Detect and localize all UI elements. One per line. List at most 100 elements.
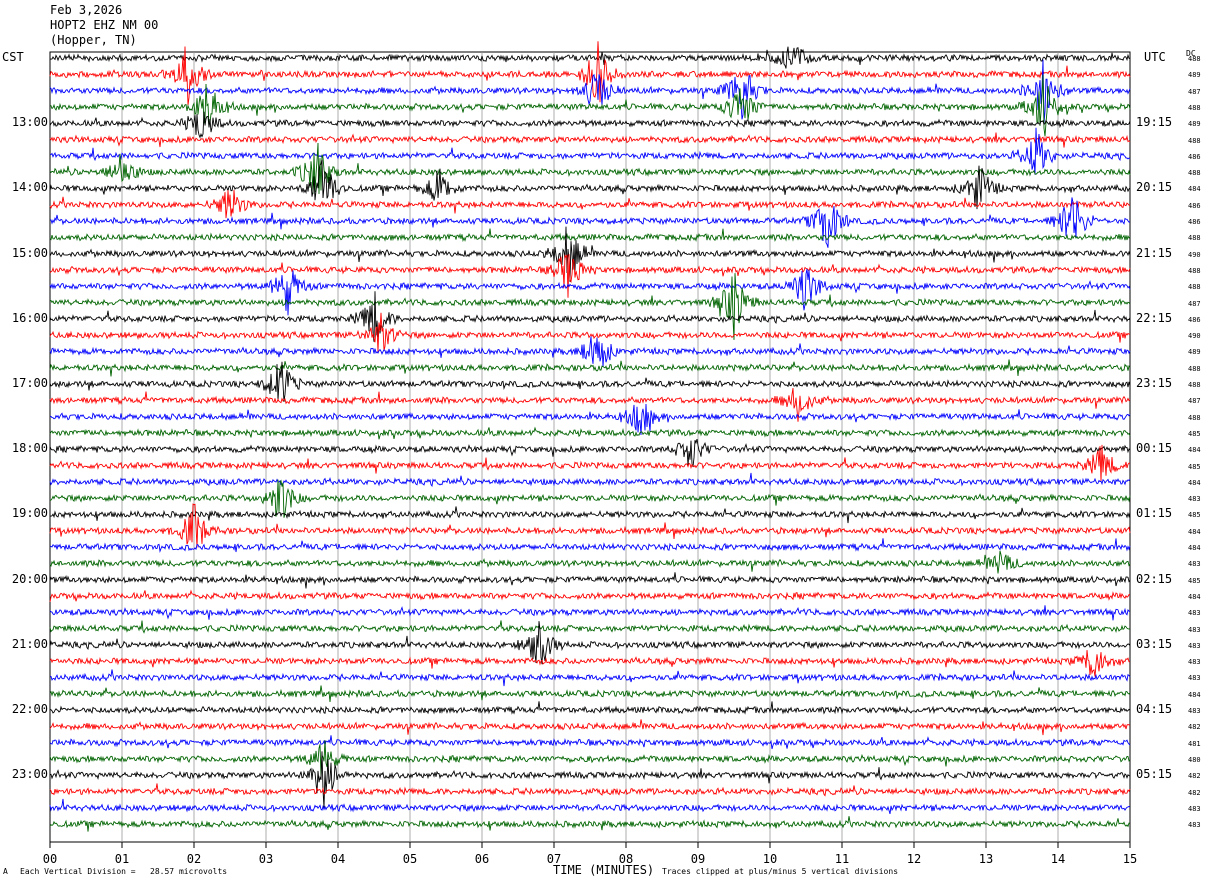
dc-offset: 482	[1188, 772, 1201, 781]
seismic-trace-29	[49, 503, 1131, 548]
left-timezone: CST	[2, 50, 24, 64]
seismic-trace-9	[49, 189, 1131, 219]
seismic-trace-0	[49, 46, 1131, 69]
dc-offset: 487	[1188, 299, 1201, 308]
seismic-trace-47	[49, 816, 1131, 832]
dc-offset: 484	[1188, 527, 1201, 536]
dc-offset: 486	[1188, 315, 1201, 324]
seismic-trace-10	[50, 197, 1131, 248]
dc-offset: 480	[1188, 755, 1201, 764]
dc-offset: 483	[1188, 641, 1201, 650]
seismic-trace-39	[49, 685, 1131, 703]
seismic-trace-44	[49, 751, 1131, 808]
dc-offset: 490	[1188, 332, 1201, 341]
dc-offset: 488	[1188, 381, 1201, 389]
dc-offset: 484	[1188, 592, 1201, 601]
seismic-trace-37	[49, 650, 1131, 677]
dc-offset: 483	[1188, 495, 1201, 504]
dc-offset: 482	[1188, 788, 1201, 797]
seismic-trace-23	[49, 426, 1131, 440]
seismic-trace-11	[49, 228, 1131, 243]
right-hour-label: 20:15	[1136, 180, 1173, 195]
dc-offset: 489	[1188, 348, 1201, 357]
seismic-trace-13	[49, 254, 1131, 298]
dc-offset: 485	[1188, 429, 1201, 438]
seismic-trace-25	[49, 444, 1131, 482]
dc-offset: 488	[1188, 55, 1201, 63]
seismic-trace-22	[49, 403, 1131, 436]
seismic-trace-15	[49, 273, 1131, 340]
right-hour-label: 22:15	[1136, 310, 1173, 325]
seismic-trace-17	[49, 312, 1131, 352]
seismic-trace-31	[49, 550, 1131, 574]
seismic-trace-28	[49, 506, 1131, 524]
seismic-trace-40	[49, 701, 1131, 715]
seismic-trace-32	[49, 572, 1131, 589]
right-hour-label: 04:15	[1136, 702, 1173, 716]
header-location: (Hopper, TN)	[50, 33, 137, 47]
x-tick-label: 03	[258, 852, 274, 866]
seismic-trace-43	[49, 740, 1131, 776]
dc-offset: 486	[1188, 152, 1201, 161]
dc-offset: 484	[1188, 478, 1201, 487]
dc-offset: 488	[1188, 266, 1201, 275]
x-tick-label: 12	[906, 852, 922, 866]
clip-note: Traces clipped at plus/minus 5 vertical …	[662, 867, 899, 876]
x-tick-label: 05	[402, 852, 418, 866]
x-tick-label: 15	[1122, 852, 1138, 866]
x-tick-label: 02	[186, 852, 202, 866]
scale-note: Each Vertical Division = 28.57 microvolt…	[20, 867, 228, 876]
left-hour-label: 18:00	[11, 441, 48, 456]
seismic-trace-6	[49, 127, 1131, 175]
right-hour-label: 01:15	[1136, 506, 1173, 521]
corner-mark: A	[3, 867, 8, 876]
x-tick-label: 01	[114, 852, 130, 866]
seismic-trace-46	[49, 798, 1131, 815]
dc-offset: 484	[1188, 446, 1201, 455]
left-hour-label: 16:00	[11, 310, 48, 325]
dc-offset: 488	[1188, 234, 1201, 243]
dc-offset: 486	[1188, 218, 1201, 226]
header-station: HOPT2 EHZ NM 00	[50, 18, 159, 32]
x-tick-label: 06	[474, 852, 490, 866]
right-hour-label: 05:15	[1136, 767, 1173, 782]
dc-offset: 488	[1188, 283, 1201, 292]
dc-offset: 485	[1188, 511, 1201, 520]
dc-offset: 483	[1188, 804, 1201, 813]
dc-offset: 488	[1188, 364, 1201, 373]
dc-offset: 483	[1188, 674, 1201, 683]
seismic-trace-5	[49, 132, 1131, 148]
seismic-trace-21	[49, 388, 1131, 422]
x-tick-label: 14	[1050, 852, 1066, 866]
x-tick-label: 00	[42, 852, 58, 866]
dc-offset: 487	[1188, 397, 1201, 406]
seismic-trace-16	[49, 291, 1131, 342]
seismic-trace-1	[49, 41, 1131, 106]
dc-offset: 483	[1188, 658, 1201, 667]
x-axis-title: TIME (MINUTES)	[553, 863, 655, 877]
seismic-trace-3	[50, 74, 1131, 137]
dc-offset: 483	[1188, 821, 1201, 830]
left-hour-label: 19:00	[11, 506, 48, 521]
x-tick-label: 07	[546, 852, 562, 866]
seismic-trace-7	[49, 142, 1131, 195]
dc-offset: 484	[1188, 185, 1201, 194]
seismic-trace-45	[49, 783, 1131, 797]
x-tick-label: 13	[978, 852, 994, 866]
seismic-trace-8	[49, 159, 1131, 210]
seismic-trace-42	[49, 735, 1131, 750]
seismic-trace-30	[49, 538, 1131, 553]
seismic-trace-33	[49, 589, 1131, 602]
right-hour-label: 23:15	[1136, 376, 1173, 390]
right-hour-label: 21:15	[1136, 245, 1173, 260]
seismic-trace-27	[49, 479, 1131, 518]
x-tick-label: 11	[834, 852, 850, 866]
seismic-trace-24	[49, 438, 1131, 468]
dc-offset: 489	[1188, 120, 1201, 129]
seismic-trace-41	[49, 719, 1131, 736]
seismic-trace-34	[49, 605, 1131, 621]
left-hour-label: 22:00	[11, 702, 48, 716]
dc-offset: 483	[1188, 625, 1201, 634]
dc-offset: 487	[1188, 87, 1201, 96]
dc-offset: 488	[1188, 103, 1201, 112]
